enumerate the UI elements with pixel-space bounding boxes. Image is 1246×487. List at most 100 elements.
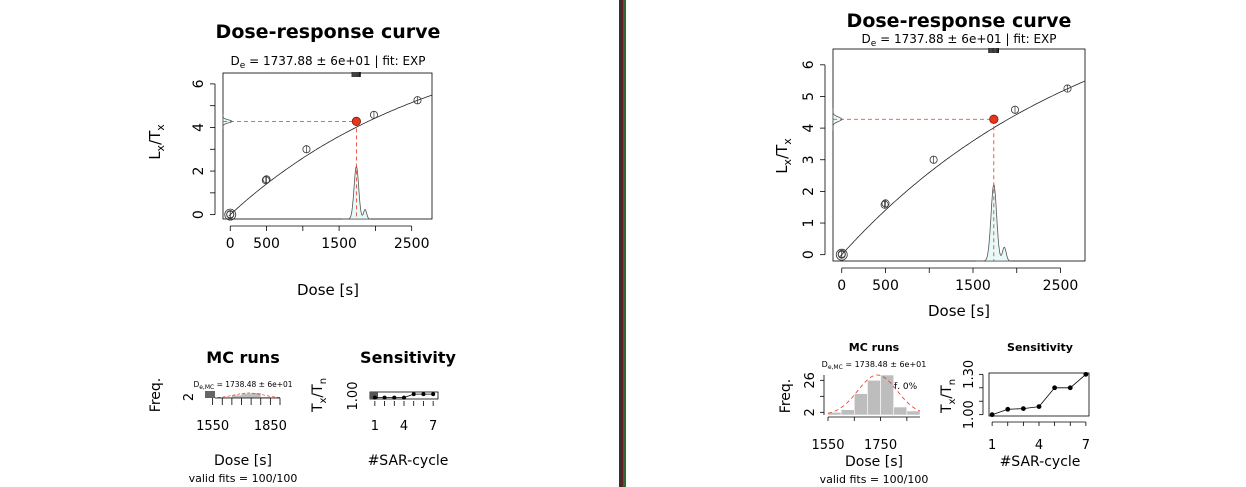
right-mc-hist-bar bbox=[867, 380, 881, 416]
left-sens-x-tick-label: 1 bbox=[371, 419, 379, 434]
right-main-data-point bbox=[929, 155, 938, 164]
right-main-x-tick-label: 1500 bbox=[955, 278, 991, 294]
left-main-y-tick-label: 0 bbox=[191, 210, 207, 219]
left-mc-ylabel: Freq. bbox=[148, 378, 164, 412]
right-main-zero-point-ring bbox=[835, 248, 848, 261]
left-sens-point bbox=[411, 392, 416, 397]
left-sens-title: Sensitivity bbox=[360, 348, 456, 367]
left-mc-compressed-block bbox=[205, 391, 215, 398]
right-mc-x-tick-label: 1550 bbox=[811, 438, 844, 453]
left-main-title: Dose-response curve bbox=[216, 21, 441, 43]
left-mc-y-tick-label: 2 bbox=[182, 393, 197, 401]
left-main-de-point bbox=[351, 116, 361, 126]
right-sens-point bbox=[1067, 385, 1073, 391]
right-sens-x-tick-label: 7 bbox=[1082, 438, 1090, 453]
left-sens-ylabel: Tx/Tn bbox=[310, 378, 329, 413]
right-main-xlabel: Dose [s] bbox=[928, 302, 990, 320]
divider-line-dark bbox=[619, 0, 621, 487]
left-sens-point bbox=[382, 395, 387, 400]
left-sens-compressed-block bbox=[370, 392, 378, 399]
right-main-fit-curve bbox=[839, 80, 1086, 257]
right-main-y-tick-label: 2 bbox=[801, 187, 817, 196]
left-mc-x-tick-label: 1550 bbox=[196, 419, 229, 434]
left-main-xlabel: Dose [s] bbox=[297, 281, 359, 299]
left-main-y-tick-label: 4 bbox=[191, 123, 207, 132]
right-mc-xlabel: Dose [s] bbox=[845, 454, 903, 470]
divider-line-green bbox=[623, 0, 626, 487]
left-mc-valid-fits: valid fits = 100/100 bbox=[189, 472, 298, 485]
right-main-subtitle: De = 1737.88 ± 6e+01 | fit: EXP bbox=[862, 32, 1057, 49]
right-mc-hist-bar bbox=[906, 410, 921, 416]
right-main-de-density-x bbox=[976, 183, 1012, 262]
right-sens-frame bbox=[988, 372, 1090, 417]
right-mc-hist-bar bbox=[880, 374, 895, 416]
right-sens-x-tick-label: 4 bbox=[1035, 438, 1043, 453]
left-main-y-tick-label: 2 bbox=[191, 167, 207, 176]
right-main-y-tick-label: 6 bbox=[801, 60, 817, 69]
divider-line-red bbox=[621, 0, 623, 487]
left-main-data-point bbox=[413, 96, 422, 105]
left-main-data-point bbox=[261, 176, 270, 185]
right-main-ylabel: Lx/Tx bbox=[773, 138, 794, 174]
left-main-subtitle: De = 1737.88 ± 6e+01 | fit: EXP bbox=[231, 54, 426, 71]
right-mc-hist-bar bbox=[840, 409, 855, 416]
left-sens-x-tick-label: 7 bbox=[429, 419, 437, 434]
right-main-x-tick-label: 500 bbox=[872, 278, 899, 294]
right-sens-point bbox=[1005, 406, 1011, 412]
left-sens-x-tick-label: 4 bbox=[400, 419, 408, 434]
right-mc-normal-curve bbox=[827, 374, 921, 414]
left-mc-normal-curve bbox=[212, 392, 281, 399]
right-main-data-point bbox=[1063, 84, 1072, 93]
left-main-data-point bbox=[302, 145, 311, 154]
left-mc-title: MC runs bbox=[206, 348, 279, 367]
left-sens-point bbox=[431, 392, 436, 397]
right-sens-point bbox=[989, 412, 995, 418]
left-main-x-tick-label: 500 bbox=[253, 236, 280, 252]
right-panel: Dose-response curve De = 1737.88 ± 6e+01… bbox=[773, 10, 1090, 486]
right-sens-ylabel: Tx/Tn bbox=[939, 379, 958, 414]
left-sens-y-tick-label: 1.00 bbox=[346, 382, 361, 411]
left-main-x-tick-label: 0 bbox=[226, 236, 235, 252]
left-sens-xlabel: #SAR-cycle bbox=[368, 453, 449, 469]
right-main-y-tick-label: 1 bbox=[801, 219, 817, 228]
right-main-frame bbox=[832, 48, 1086, 262]
left-panel: Dose-response curve De = 1737.88 ± 6e+01… bbox=[146, 21, 457, 485]
left-main-axes: 0 500 1500 2500 0 2 4 6 bbox=[191, 79, 430, 252]
right-sens-plot-area: 1 4 7 1.00 1.30 bbox=[962, 360, 1090, 453]
right-main-plot-area bbox=[832, 48, 1086, 262]
right-sens-xlabel: #SAR-cycle bbox=[1000, 454, 1081, 470]
right-main-y-tick-label: 5 bbox=[801, 92, 817, 101]
left-main-data-point bbox=[262, 175, 271, 184]
right-sens-point bbox=[1020, 406, 1026, 412]
right-mc-y-tick-label: 2 bbox=[803, 408, 818, 416]
right-mc-hist-bar bbox=[853, 393, 868, 416]
left-main-x-tick-label: 2500 bbox=[394, 236, 430, 252]
right-mc-diff: diff. 0% bbox=[883, 382, 918, 392]
right-main-data-point bbox=[837, 250, 846, 259]
left-main-plot-area bbox=[222, 72, 433, 221]
left-main-y-tick-label: 6 bbox=[191, 79, 207, 88]
left-mc-xlabel: Dose [s] bbox=[214, 453, 272, 469]
left-mc-hist-bar bbox=[260, 397, 271, 398]
right-main-data-point bbox=[881, 199, 890, 208]
left-mc-hist-bar bbox=[231, 395, 242, 398]
right-mc-hist-bar bbox=[893, 406, 908, 416]
right-mc-ylabel: Freq. bbox=[778, 379, 794, 413]
right-mc-plot-area: 1550 1750 2 26 bbox=[803, 372, 921, 453]
left-mc-plot-area: 1550 1850 2 bbox=[182, 391, 287, 434]
right-sens-y-tick-label: 1.30 bbox=[962, 360, 977, 389]
left-main-data-point bbox=[226, 210, 235, 219]
right-main-y-tick-label: 0 bbox=[801, 250, 817, 259]
right-main-x-tick-label: 2500 bbox=[1043, 278, 1079, 294]
right-mc-annotation: De,MC = 1738.48 ± 6e+01 bbox=[822, 360, 927, 371]
left-main-ylabel: Lx/Tx bbox=[146, 124, 167, 160]
left-main-data-point bbox=[369, 110, 378, 119]
left-sens-point bbox=[372, 395, 377, 400]
left-sens-point bbox=[402, 395, 406, 400]
left-mc-hist-bar bbox=[251, 393, 261, 398]
right-mc-valid-fits: valid fits = 100/100 bbox=[820, 473, 929, 486]
right-main-title: Dose-response curve bbox=[847, 10, 1072, 32]
left-sens-point bbox=[421, 392, 426, 397]
left-sens-point bbox=[392, 395, 397, 400]
right-main-y-tick-label: 4 bbox=[801, 124, 817, 133]
